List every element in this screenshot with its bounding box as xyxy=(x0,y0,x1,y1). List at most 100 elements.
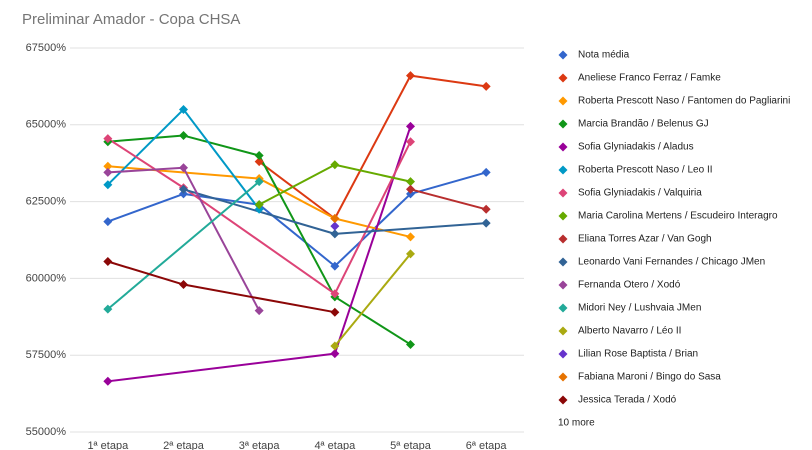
point xyxy=(406,184,415,194)
point xyxy=(103,180,113,190)
point xyxy=(103,217,113,227)
legend-marker xyxy=(558,142,568,152)
point xyxy=(330,221,340,231)
legend-marker xyxy=(558,188,568,198)
legend-marker xyxy=(558,303,568,313)
point xyxy=(103,134,113,144)
point xyxy=(103,257,113,267)
series-line xyxy=(333,75,412,219)
point xyxy=(406,71,415,81)
point xyxy=(406,121,415,131)
legend-marker xyxy=(558,211,568,221)
legend-label: Fabiana Maroni / Bingo do Sasa xyxy=(578,372,721,383)
x-tick-label: 6ª etapa xyxy=(466,440,508,450)
point xyxy=(406,232,415,242)
point xyxy=(330,213,340,223)
point xyxy=(254,151,264,161)
point xyxy=(406,339,415,349)
series-line xyxy=(107,260,184,286)
series-line xyxy=(107,166,184,174)
point xyxy=(330,307,340,317)
legend-marker xyxy=(558,395,568,405)
legend-label: Roberta Prescott Naso / Fantomen do Pagl… xyxy=(578,96,790,107)
series-line xyxy=(258,177,336,220)
point xyxy=(179,184,188,194)
x-tick-label: 5ª etapa xyxy=(390,440,432,450)
legend-marker xyxy=(558,119,568,129)
point xyxy=(179,189,188,199)
series-line xyxy=(107,137,185,189)
series-line xyxy=(183,134,260,157)
legend-label: Jessica Terada / Xodó xyxy=(578,395,677,406)
point xyxy=(330,289,340,299)
series-line xyxy=(107,192,184,223)
point xyxy=(481,167,491,177)
series-line xyxy=(107,352,335,383)
legend-label: Fernanda Otero / Xodó xyxy=(578,280,681,291)
point xyxy=(481,218,491,228)
point xyxy=(254,306,264,316)
x-tick-label: 3ª etapa xyxy=(239,440,281,450)
point xyxy=(330,160,340,170)
point xyxy=(330,229,340,239)
x-tick-label: 4ª etapa xyxy=(314,440,356,450)
series-line xyxy=(334,222,487,235)
point xyxy=(254,204,264,214)
series-line xyxy=(410,74,487,88)
point xyxy=(103,376,113,386)
series-line xyxy=(333,141,412,295)
chart-title: Preliminar Amador - Copa CHSA xyxy=(22,11,240,28)
x-tick-label: 1ª etapa xyxy=(87,440,129,450)
legend-label: Maria Carolina Mertens / Escudeiro Inter… xyxy=(578,211,778,222)
y-tick-label: 55000% xyxy=(26,426,67,438)
series-line xyxy=(258,155,336,298)
point xyxy=(481,204,491,214)
legend-marker xyxy=(558,165,568,175)
y-tick-label: 60000% xyxy=(26,272,67,284)
y-tick-label: 62500% xyxy=(26,196,67,208)
series-line xyxy=(258,163,336,206)
point xyxy=(103,167,113,177)
legend-marker xyxy=(558,280,568,290)
point xyxy=(406,177,415,187)
legend-marker xyxy=(558,96,568,106)
point xyxy=(179,163,188,173)
series-line xyxy=(334,193,412,267)
point xyxy=(406,137,415,147)
series-line xyxy=(183,283,336,314)
series-line xyxy=(107,180,260,310)
point xyxy=(254,157,264,167)
legend-marker xyxy=(558,326,568,336)
legend-marker xyxy=(558,73,568,83)
series-line xyxy=(107,134,184,143)
legend-marker xyxy=(558,257,568,267)
series-line xyxy=(334,163,411,183)
legend-label: Midori Ney / Lushvaia JMen xyxy=(578,303,701,314)
series-line xyxy=(182,167,261,312)
point xyxy=(330,341,340,351)
point xyxy=(254,177,264,187)
point xyxy=(103,161,113,171)
point xyxy=(481,81,491,91)
legend-marker xyxy=(558,50,568,60)
legend-label: Eliana Torres Azar / Van Gogh xyxy=(578,234,712,245)
point xyxy=(103,304,113,314)
point xyxy=(254,200,264,210)
legend-marker xyxy=(558,372,568,382)
y-tick-label: 65000% xyxy=(26,119,67,131)
series-line xyxy=(334,253,412,347)
legend-label: Leonardo Vani Fernandes / Chicago JMen xyxy=(578,257,765,268)
legend-label: Alberto Navarro / Léo II xyxy=(578,326,681,337)
series-line xyxy=(333,126,412,354)
legend-label: Lilian Rose Baptista / Brian xyxy=(578,349,698,360)
series-line xyxy=(410,188,487,211)
legend-marker xyxy=(558,234,568,244)
point xyxy=(179,131,188,141)
series-line xyxy=(334,217,411,238)
legend-label: Marcia Brandão / Belenus GJ xyxy=(578,119,709,130)
point xyxy=(330,261,340,271)
point xyxy=(406,189,415,199)
legend-label: Aneliese Franco Ferraz / Famke xyxy=(578,73,721,84)
legend-more: 10 more xyxy=(558,418,595,429)
